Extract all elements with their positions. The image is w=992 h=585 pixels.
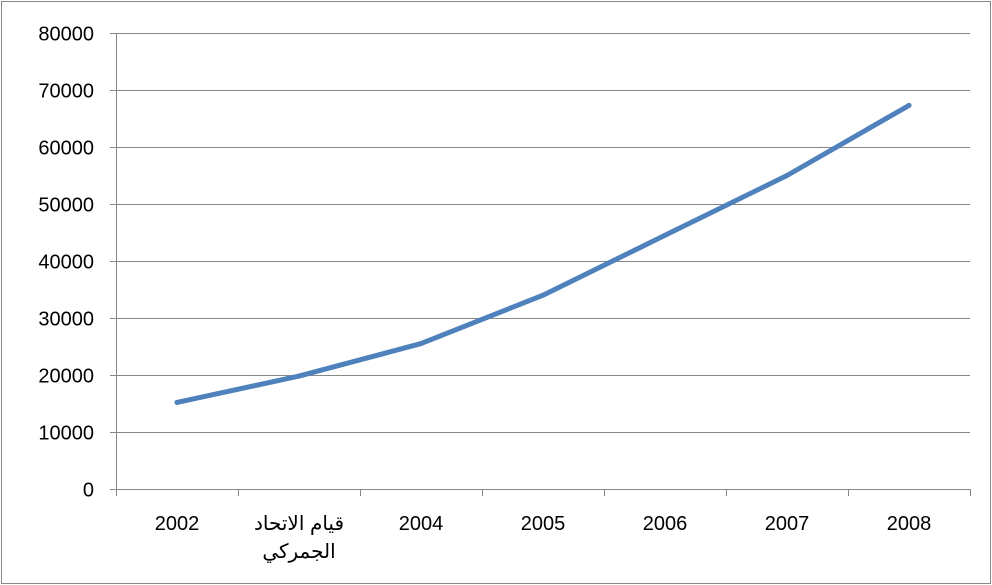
x-tick-label: قيام الاتحاد الجمركي: [254, 513, 344, 564]
series-layer: [174, 102, 912, 405]
y-tick-label: 20000: [38, 366, 94, 388]
x-tick-label: 2008: [887, 513, 932, 535]
y-tick-label: 70000: [38, 81, 94, 103]
data-point: [906, 102, 912, 108]
x-tick-label: 2007: [765, 513, 810, 535]
data-point: [174, 399, 180, 405]
x-tick-label: 2004: [399, 513, 444, 535]
data-point: [540, 292, 546, 298]
y-tick-label: 40000: [38, 252, 94, 274]
axes: [110, 33, 971, 496]
data-point: [662, 232, 668, 238]
y-tick-label: 60000: [38, 138, 94, 160]
y-tick-label: 30000: [38, 309, 94, 331]
y-tick-label: 0: [83, 480, 94, 502]
data-point: [296, 373, 302, 379]
y-tick-labels: 0 10000 20000 30000 40000 50000 60000 70000 8000…: [38, 24, 94, 502]
y-tick-label: 10000: [38, 423, 94, 445]
x-tick-label: 2006: [643, 513, 688, 535]
data-point: [784, 173, 790, 178]
gridlines: [116, 33, 970, 433]
data-point: [418, 341, 424, 347]
x-tick-labels: 2002 قيام الاتحاد الجمركي 2004 2005 2006 2007 2…: [155, 513, 932, 564]
x-tick-label: 2002: [155, 513, 200, 535]
x-tick-label: 2005: [521, 513, 566, 535]
y-tick-label: 50000: [38, 195, 94, 217]
y-tick-label: 80000: [38, 24, 94, 46]
